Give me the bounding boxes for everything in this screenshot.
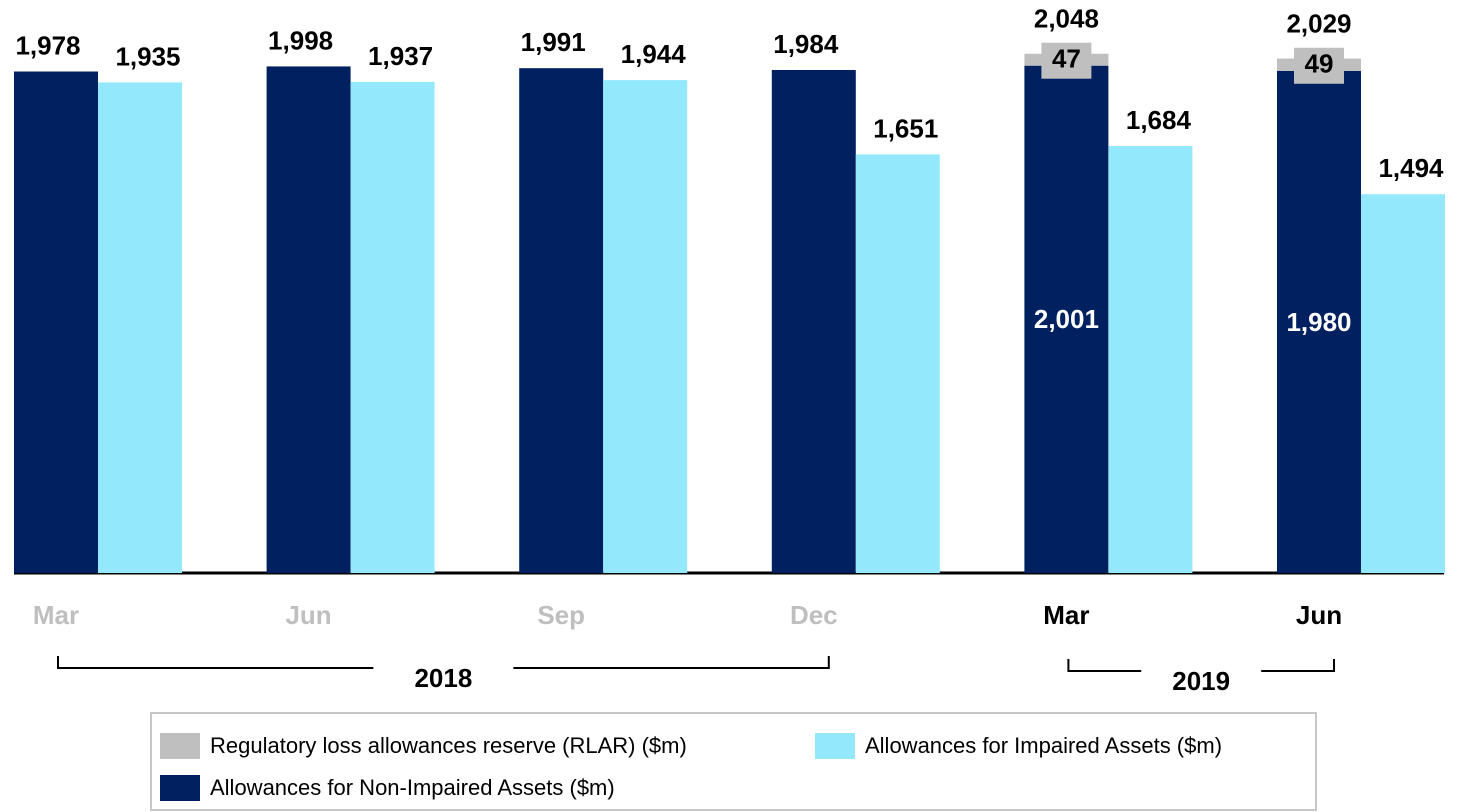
bar xyxy=(266,66,351,574)
group-label: 2018 xyxy=(414,663,472,693)
x-tick-label: Sep xyxy=(537,600,585,630)
value-label: 1,991 xyxy=(521,27,586,57)
bar xyxy=(1108,146,1193,573)
x-tick-label: Mar xyxy=(1043,600,1089,630)
legend-box xyxy=(150,712,1317,811)
legend-label: Regulatory loss allowances reserve (RLAR… xyxy=(210,733,687,758)
value-label-box xyxy=(1294,47,1344,84)
value-label: 1,494 xyxy=(1378,153,1444,183)
value-label: 1,980 xyxy=(1286,307,1351,337)
bar xyxy=(14,71,98,573)
group-bracket xyxy=(57,656,830,669)
value-label: 1,935 xyxy=(115,41,180,71)
bar xyxy=(1024,65,1109,574)
x-tick-label: Dec xyxy=(790,600,838,630)
bar xyxy=(1361,194,1445,574)
value-label: 1,944 xyxy=(621,39,687,69)
bar xyxy=(855,154,940,573)
value-label: 1,998 xyxy=(268,25,333,55)
bar xyxy=(603,80,688,573)
legend-label: Allowances for Impaired Assets ($m) xyxy=(865,733,1222,758)
value-label: 49 xyxy=(1305,49,1334,79)
bar xyxy=(1277,70,1361,573)
total-label: 2,048 xyxy=(1034,4,1099,34)
legend-swatch xyxy=(815,733,855,759)
total-label: 2,029 xyxy=(1286,8,1351,38)
value-label: 2,001 xyxy=(1034,304,1099,334)
group-label: 2019 xyxy=(1172,666,1230,696)
x-tick-label: Mar xyxy=(33,600,79,630)
value-label: 47 xyxy=(1052,44,1081,74)
bar xyxy=(771,69,856,573)
x-tick-label: Jun xyxy=(1296,600,1342,630)
x-tick-label: Jun xyxy=(285,600,331,630)
legend-swatch xyxy=(160,775,200,801)
value-label: 1,984 xyxy=(773,29,839,59)
bar xyxy=(350,81,435,573)
value-label: 1,937 xyxy=(368,41,433,71)
value-label: 1,651 xyxy=(873,113,938,143)
group-bracket xyxy=(1067,659,1335,672)
legend-swatch xyxy=(160,733,200,759)
legend-label: Allowances for Non-Impaired Assets ($m) xyxy=(210,775,615,800)
value-label: 1,684 xyxy=(1126,105,1192,135)
bar xyxy=(98,82,182,573)
value-label-box xyxy=(1041,42,1092,79)
bar xyxy=(519,68,604,573)
value-label: 1,978 xyxy=(15,30,80,60)
